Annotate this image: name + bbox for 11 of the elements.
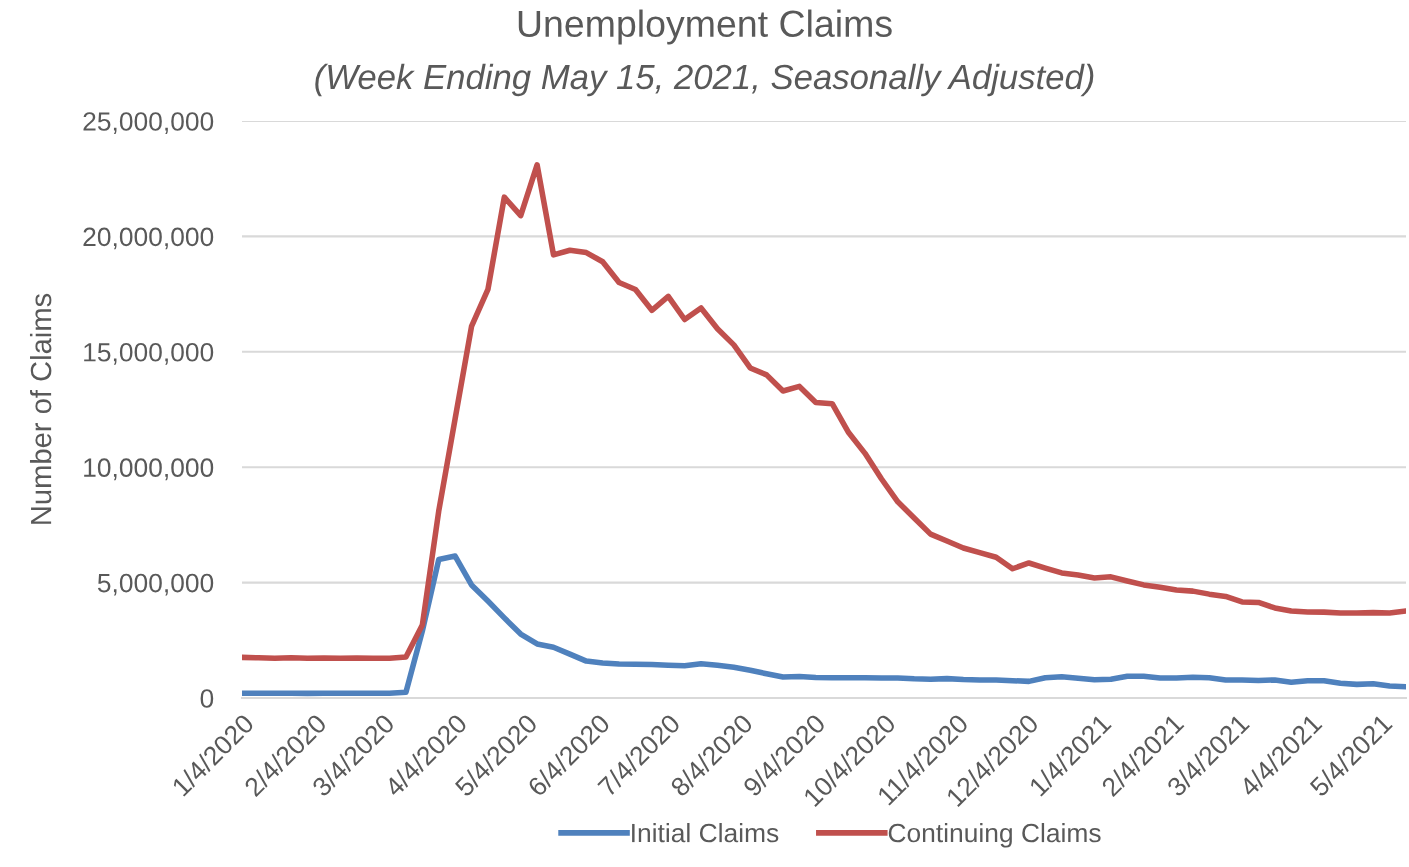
y-tick-label: 25,000,000	[83, 112, 214, 134]
chart-title: Unemployment Claims	[518, 9, 892, 45]
y-tick-label: 15,000,000	[84, 342, 214, 365]
legend-label: Continuing Claims	[888, 822, 1101, 848]
y-tick-label: 5,000,000	[97, 573, 214, 596]
legend-label: Initial Claims	[632, 822, 779, 843]
chart-subtitle: (Week Ending May 15, 2021, Seasonally Adjusted)	[315, 63, 1094, 97]
y-axis-title: Number of Claims	[29, 293, 52, 524]
y-tick-label: 20,000,000	[83, 227, 214, 250]
y-tick-label: 0	[200, 689, 214, 708]
y-tick-label: 10,000,000	[84, 458, 214, 481]
